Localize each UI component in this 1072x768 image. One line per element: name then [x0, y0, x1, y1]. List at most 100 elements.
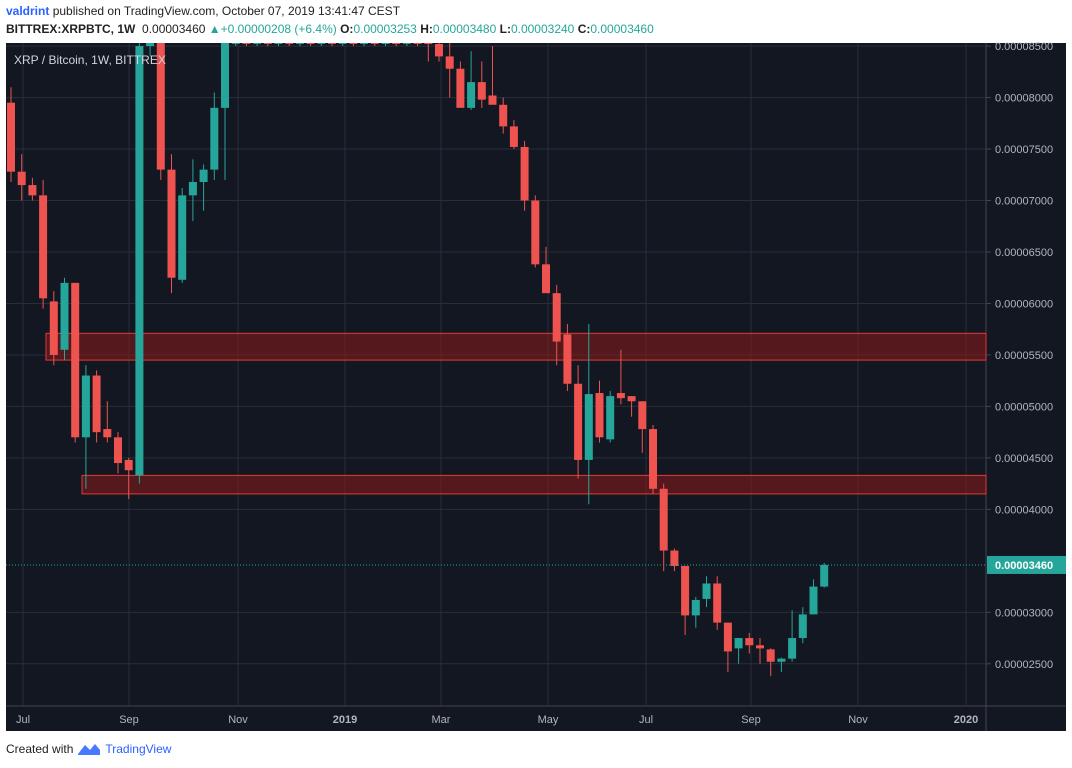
candle — [435, 43, 443, 62]
x-tick-label: 2019 — [333, 714, 357, 726]
candle-body — [295, 43, 304, 44]
candle-body — [531, 200, 540, 265]
candle — [777, 657, 786, 673]
x-tick-label: Nov — [228, 714, 248, 726]
candle-body — [756, 645, 764, 649]
candle-body — [263, 43, 272, 44]
candle — [563, 324, 572, 391]
candle — [328, 43, 336, 47]
candle — [124, 457, 133, 500]
candle — [531, 195, 540, 268]
candle-body — [798, 614, 807, 639]
candle-body — [499, 104, 508, 127]
candle — [723, 622, 732, 673]
candle — [402, 43, 411, 47]
candle-body — [135, 46, 144, 476]
x-tick-label: May — [538, 714, 559, 726]
y-tick-label: 0.00007500 — [995, 144, 1053, 156]
y-tick-label: 0.00007000 — [995, 196, 1053, 208]
candle — [659, 483, 668, 572]
candle-body — [178, 195, 187, 280]
candle — [92, 370, 101, 443]
x-tick-label: Jul — [639, 714, 653, 726]
candle-body — [146, 43, 155, 47]
candle-body — [60, 282, 69, 350]
y-tick-label: 0.00008500 — [995, 41, 1053, 53]
candle-body — [306, 43, 315, 44]
candle — [274, 43, 283, 47]
candle — [691, 596, 700, 628]
candle — [60, 277, 69, 361]
candle — [424, 43, 433, 62]
candle — [146, 43, 155, 57]
y-tick-label: 0.00004500 — [995, 453, 1053, 465]
candle-body — [381, 43, 390, 44]
up-arrow-icon: ▲ — [208, 22, 221, 36]
candle — [253, 43, 262, 47]
candle — [616, 349, 625, 405]
candle-body — [167, 169, 176, 278]
high-label: H: — [420, 22, 433, 36]
candle — [820, 562, 829, 588]
candle-body — [7, 102, 15, 172]
candle-body — [274, 43, 283, 44]
candle-body — [156, 43, 165, 170]
candle — [135, 43, 144, 484]
candle — [285, 43, 294, 47]
candle — [467, 51, 476, 110]
candle — [681, 565, 690, 635]
candle-body — [659, 488, 668, 551]
candle — [103, 401, 112, 443]
candle — [509, 120, 518, 150]
low-value: 0.00003240 — [510, 22, 575, 36]
candle-body — [253, 43, 262, 44]
candle — [520, 140, 529, 211]
candle — [445, 43, 454, 98]
candle-body — [638, 401, 647, 430]
candle — [766, 648, 775, 677]
candle-body — [124, 459, 133, 471]
tradingview-brand[interactable]: TradingView — [105, 742, 172, 756]
candle-body — [445, 56, 454, 69]
candle — [702, 576, 711, 608]
candle — [477, 61, 486, 108]
candle — [670, 548, 679, 572]
y-tick-label: 0.00006500 — [995, 247, 1053, 259]
candle — [713, 576, 722, 630]
y-tick-label: 0.00005000 — [995, 401, 1053, 413]
plot-background — [6, 43, 1066, 731]
candle — [81, 365, 90, 489]
candle — [231, 43, 240, 47]
candle — [295, 43, 304, 47]
low-label: L: — [499, 22, 511, 36]
tradingview-logo-icon — [78, 744, 101, 755]
candle — [114, 432, 122, 474]
candle — [263, 43, 272, 47]
candle-body — [734, 638, 743, 649]
candle — [499, 97, 508, 134]
candle-body — [670, 550, 679, 566]
candle-body — [542, 264, 550, 294]
candle-body — [360, 43, 369, 44]
author-name[interactable]: valdrint — [6, 4, 50, 18]
footer: Created with TradingView — [6, 742, 171, 756]
candle — [638, 401, 647, 453]
candle — [574, 365, 583, 479]
candle-body — [681, 565, 690, 616]
candle-body — [49, 301, 58, 355]
high-value: 0.00003480 — [432, 22, 497, 36]
x-tick-label: Jul — [16, 714, 30, 726]
candle-body — [584, 394, 593, 460]
candle-body — [392, 43, 401, 44]
candle-body — [820, 564, 829, 587]
candle — [734, 638, 743, 664]
candle-body — [402, 43, 411, 44]
candle-body — [563, 334, 572, 384]
x-tick-label: Sep — [119, 714, 139, 726]
last-price: 0.00003460 — [142, 22, 206, 36]
candle — [392, 43, 401, 47]
close-value: 0.00003460 — [590, 22, 654, 36]
candle-body — [509, 126, 518, 147]
candle-body — [467, 82, 476, 108]
